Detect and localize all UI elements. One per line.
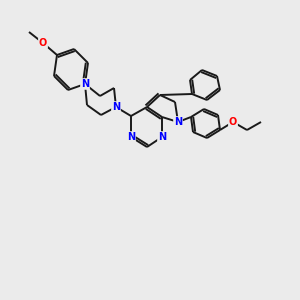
Text: N: N — [112, 102, 120, 112]
Text: O: O — [39, 38, 47, 48]
Text: N: N — [158, 132, 166, 142]
Text: N: N — [174, 117, 182, 127]
Text: O: O — [229, 117, 237, 127]
Text: N: N — [127, 132, 135, 142]
Text: N: N — [81, 79, 89, 89]
